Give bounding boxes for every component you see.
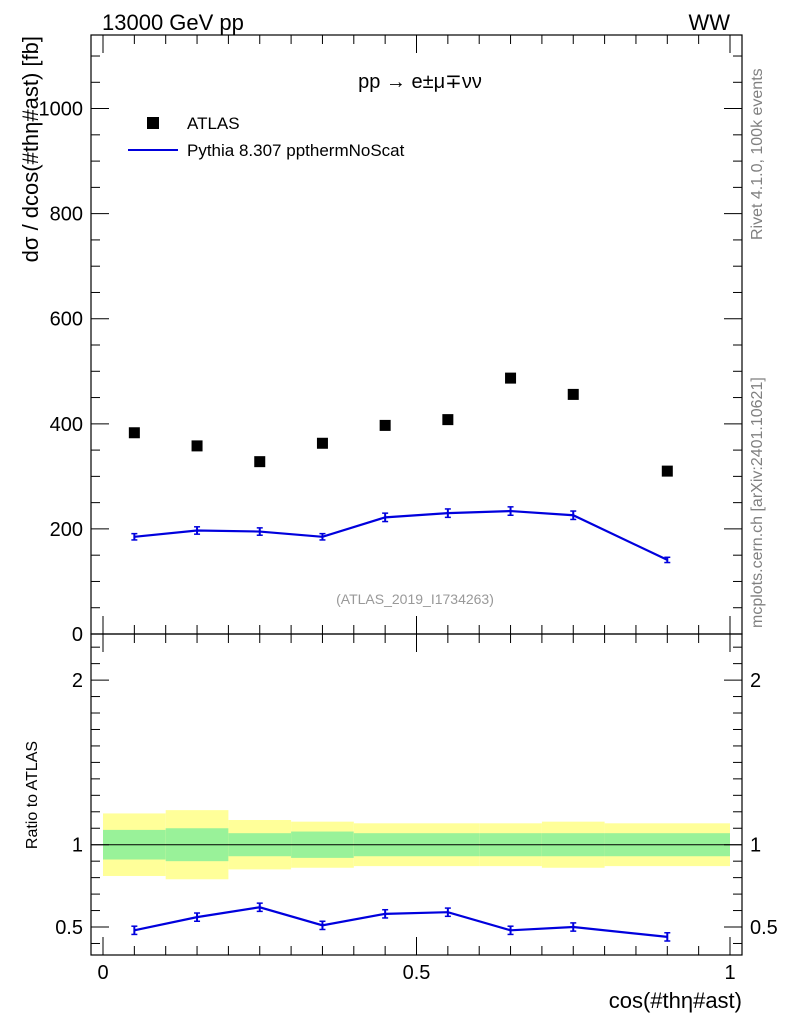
energy-label: 13000 GeV pp	[102, 10, 244, 35]
ratio-y-tick-label-left: 2	[72, 670, 83, 692]
ratio-y-tick-label-left: 1	[72, 835, 83, 857]
x-tick-label: 0	[97, 962, 108, 984]
main-y-tick-label: 800	[50, 204, 83, 226]
ratio-panel: 0.5 0.5 1 1 2 2 0 0.5 1 Ratio to ATLAS cos(#thη#…	[24, 633, 778, 1013]
legend-pythia-label: Pythia 8.307 ppthermNoScat	[187, 141, 405, 160]
main-y-tick-label: 1000	[39, 99, 84, 121]
process-tag: WW	[688, 10, 730, 35]
pythia-line	[134, 509, 668, 561]
ratio-y-tick-label-right: 2	[750, 670, 761, 692]
ratio-frame	[90, 633, 743, 956]
atlas-data-point	[316, 437, 328, 449]
atlas-data-point	[128, 427, 140, 439]
main-y-tick-label: 600	[50, 309, 83, 331]
main-y-tick-label: 0	[72, 624, 83, 646]
atlas-data-point	[505, 372, 517, 384]
legend: ATLAS Pythia 8.307 ppthermNoScat	[128, 114, 405, 160]
atlas-data-point	[567, 388, 579, 400]
legend-atlas-label: ATLAS	[187, 114, 240, 133]
ratio-y-tick-label-left: 0.5	[55, 917, 83, 939]
atlas-data-point	[661, 465, 673, 477]
analysis-reference: (ATLAS_2019_I1734263)	[336, 591, 494, 607]
atlas-data-point	[191, 440, 203, 452]
main-panel: 0 200 400 600 800 1000 pp → e±μ∓νν dσ / dcos(…	[18, 34, 743, 646]
atlas-data-point	[254, 456, 266, 468]
main-y-tick-label: 400	[50, 414, 83, 436]
main-y-axis-label: dσ / dcos(#thη#ast) [fb]	[18, 36, 43, 262]
rivet-label: Rivet 4.1.0, 100k events	[749, 68, 766, 240]
ratio-y-tick-label-right: 0.5	[750, 917, 778, 939]
ratio-y-axis-label: Ratio to ATLAS	[24, 741, 41, 849]
main-y-tick-label: 200	[50, 519, 83, 541]
process-title: pp → e±μ∓νν	[358, 71, 482, 93]
pythia-ratio-line	[134, 906, 668, 938]
legend-atlas-marker	[147, 117, 159, 129]
atlas-data-point	[379, 419, 391, 431]
x-tick-label: 0.5	[403, 962, 431, 984]
x-tick-label: 1	[724, 962, 735, 984]
ratio-y-tick-label-right: 1	[750, 835, 761, 857]
mcplots-label: mcplots.cern.ch [arXiv:2401.10621]	[749, 377, 766, 628]
atlas-data-point	[442, 414, 454, 426]
x-axis-label: cos(#thη#ast)	[609, 988, 742, 1013]
